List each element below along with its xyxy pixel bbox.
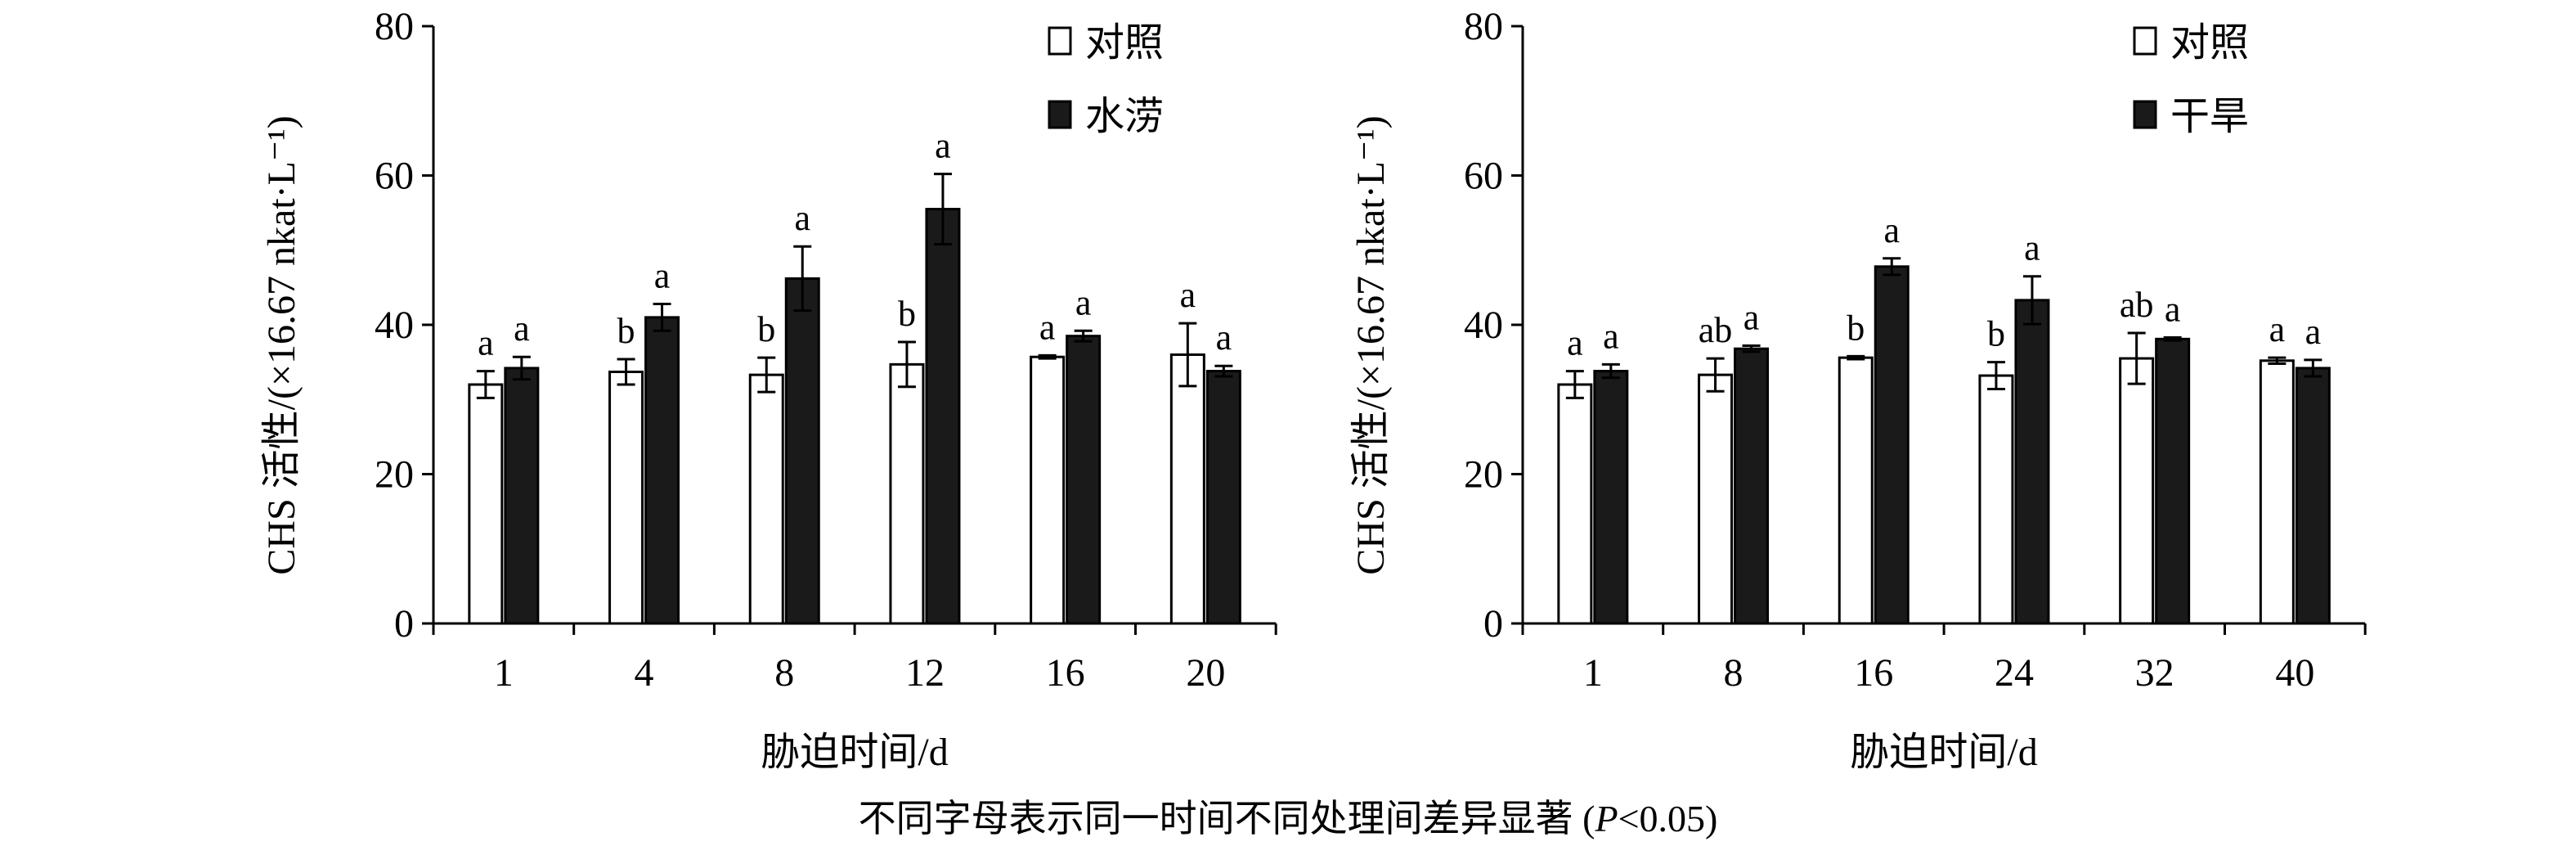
significance-letter: a — [654, 255, 671, 295]
significance-letter: b — [757, 309, 775, 349]
significance-letter: a — [1216, 317, 1232, 358]
x-tick-label: 16 — [1854, 651, 1893, 695]
significance-letter: a — [1180, 275, 1196, 315]
bar-treatment — [1593, 370, 1629, 625]
x-tick-label: 4 — [635, 651, 654, 695]
bar-control — [889, 362, 925, 625]
footnote-p-symbol: P — [1594, 798, 1618, 839]
y-axis-title: CHS 活性/(×16.67 nkat·L⁻¹) — [260, 115, 303, 574]
significance-letter: a — [1567, 323, 1583, 363]
bar-treatment — [1205, 370, 1241, 625]
x-tick-label: 24 — [1995, 651, 2034, 695]
significance-letter: ab — [2120, 285, 2154, 325]
footnote-post: <0.05) — [1618, 798, 1718, 839]
x-tick-label: 1 — [1583, 651, 1603, 695]
significance-letter: ab — [1699, 310, 1733, 350]
legend-swatch — [1048, 26, 1072, 56]
bar-control — [2259, 359, 2295, 625]
significance-letter: a — [2269, 309, 2286, 349]
footnote: 不同字母表示同一时间不同处理间差异显著 (P<0.05) — [859, 798, 1718, 839]
significance-letter: a — [2165, 290, 2181, 330]
y-tick-label: 0 — [1483, 602, 1503, 646]
x-tick-label: 40 — [2275, 651, 2314, 695]
legend-swatch — [1048, 100, 1072, 129]
x-tick-label: 8 — [1724, 651, 1744, 695]
y-tick-label: 0 — [394, 602, 414, 646]
significance-letter: a — [2305, 312, 2322, 352]
significance-letter: a — [2024, 228, 2040, 268]
significance-letter: a — [1075, 282, 1092, 322]
significance-letter: a — [514, 308, 530, 349]
legend-label: 对照 — [1085, 21, 1164, 65]
x-tick-label: 12 — [905, 651, 945, 695]
bar-treatment — [2014, 299, 2050, 625]
x-tick-label: 8 — [774, 651, 794, 695]
significance-letter: a — [1039, 307, 1056, 347]
bar-treatment — [2155, 337, 2191, 625]
significance-letter: b — [1847, 308, 1865, 348]
bar-control — [608, 370, 644, 625]
x-tick-label: 20 — [1186, 651, 1225, 695]
chart-panel-flooding: 0 20 40 60 80 CHS 活性/(×16.67 nkat·L⁻¹) 胁迫时间/d 1… — [260, 5, 1277, 774]
y-tick-label: 80 — [375, 5, 414, 48]
bar-control — [1169, 353, 1205, 625]
significance-letter: a — [935, 126, 951, 166]
bar-treatment — [1066, 335, 1102, 625]
x-tick-label: 32 — [2135, 651, 2174, 695]
bar-control — [1838, 356, 1874, 625]
bar-treatment — [1734, 347, 1770, 625]
bar-treatment — [925, 208, 961, 625]
significance-letter: a — [478, 323, 494, 363]
bar-treatment — [1874, 265, 1910, 625]
bar-treatment — [2295, 367, 2331, 625]
significance-letter: b — [1987, 314, 2005, 354]
bar-treatment — [644, 316, 680, 625]
significance-letter: a — [1603, 316, 1619, 356]
y-tick-label: 40 — [375, 304, 414, 347]
bar-control — [1030, 355, 1066, 625]
y-tick-label: 40 — [1464, 304, 1503, 347]
x-axis-title: 胁迫时间/d — [1850, 731, 2037, 774]
y-tick-label: 60 — [1464, 155, 1503, 198]
significance-letter: a — [1883, 210, 1900, 250]
x-tick-label: 1 — [494, 651, 514, 695]
legend-label: 对照 — [2170, 21, 2249, 65]
significance-letter: a — [1744, 298, 1760, 338]
bar-control — [748, 373, 784, 625]
legend-label: 水涝 — [1085, 95, 1164, 138]
bar-control — [468, 383, 504, 625]
legend-swatch — [2133, 26, 2157, 56]
significance-letter: a — [794, 198, 810, 238]
significance-letter: b — [898, 294, 916, 334]
bar-control — [2119, 357, 2155, 625]
y-tick-label: 20 — [375, 453, 414, 497]
bar-control — [1978, 374, 2014, 625]
significance-letter: b — [617, 311, 635, 351]
chart-panel-drought: 0 20 40 60 80 CHS 活性/(×16.67 nkat·L⁻¹) 胁迫时间/d 1… — [1349, 5, 2367, 774]
bar-control — [1698, 373, 1734, 625]
legend-swatch — [2133, 100, 2157, 129]
footnote-pre: 不同字母表示同一时间不同处理间差异显著 ( — [859, 798, 1595, 839]
legend-label: 干旱 — [2170, 95, 2249, 138]
y-tick-label: 20 — [1464, 453, 1503, 497]
bar-control — [1557, 383, 1593, 625]
bar-treatment — [784, 277, 820, 625]
bar-treatment — [504, 367, 540, 625]
y-axis-title: CHS 活性/(×16.67 nkat·L⁻¹) — [1349, 115, 1393, 574]
y-tick-label: 60 — [375, 155, 414, 198]
x-axis-title: 胁迫时间/d — [761, 731, 948, 774]
y-tick-label: 80 — [1464, 5, 1503, 48]
x-tick-label: 16 — [1046, 651, 1085, 695]
